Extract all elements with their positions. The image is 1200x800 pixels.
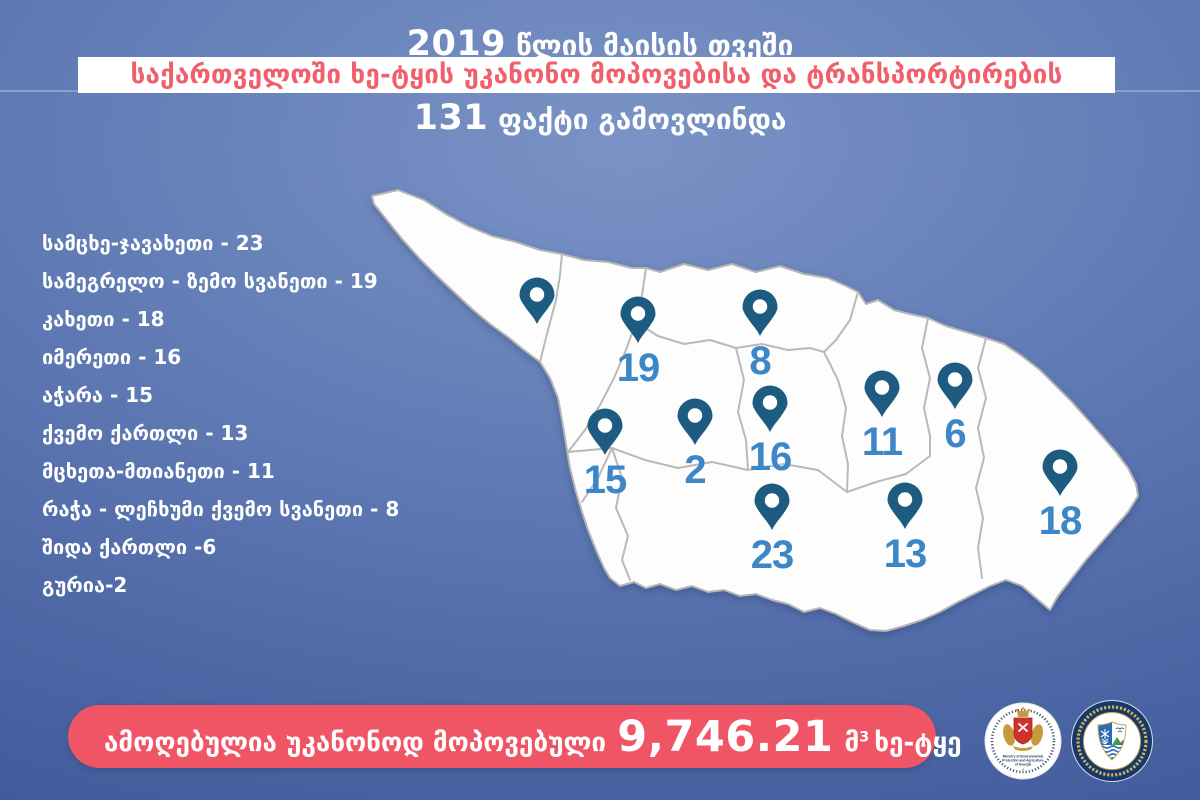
region-list-item: ქვემო ქართლი - 13	[42, 421, 249, 445]
region-list-item: რაჭა - ლეჩხუმი ქვემო სვანეთი - 8	[42, 497, 400, 521]
map-pin: 16	[749, 385, 792, 479]
pin-count-label: 18	[1039, 499, 1082, 543]
ministry-caption-line3: of Georgia	[1015, 763, 1032, 767]
map-pin: 13	[884, 482, 927, 576]
region-list-item: მცხეთა-მთიანეთი - 11	[42, 459, 275, 483]
title-highlight-strip: საქართველოში ხე-ტყის უკანონო მოპოვებისა …	[78, 57, 1115, 93]
title-line1-text: წლის მაისის თვეში	[516, 29, 794, 62]
region-list-item: იმერეთი - 16	[42, 345, 182, 369]
pin-count-label: 23	[751, 533, 794, 577]
total-banner-text: ამოღებულია უკანონოდ მოპოვებული 9,746.21 …	[104, 712, 962, 762]
title-highlight-text: საქართველოში ხე-ტყის უკანონო მოპოვებისა …	[130, 60, 1063, 90]
total-suffix: ხე-ტყე	[874, 727, 962, 758]
total-amount: 9,746.21	[617, 711, 834, 762]
pin-count-label: 8	[749, 339, 771, 383]
pin-count-label: 13	[884, 532, 927, 576]
map-pin: 23	[751, 483, 794, 577]
georgia-coat-of-arms-icon	[1003, 707, 1043, 751]
pin-count-label: 11	[862, 420, 903, 464]
total-prefix: ამოღებულია უკანონოდ მოპოვებული	[104, 727, 607, 758]
title-line-3: 131 ფაქტი გამოვლინდა	[0, 98, 1200, 138]
pin-count-label: 2	[684, 448, 705, 492]
fact-count: 131	[413, 98, 489, 138]
map-pin: 15	[584, 408, 628, 502]
georgia-outline	[371, 189, 1139, 632]
title-line-1: 2019 წლის მაისის თვეში	[0, 24, 1200, 64]
region-list: სამცხე-ჯავახეთი - 23 სამეგრელო - ზემო სვ…	[42, 224, 399, 604]
region-list-item: კახეთი - 18	[42, 307, 165, 331]
esd-ring-text	[1076, 705, 1148, 777]
map-pin: 18	[1039, 449, 1083, 543]
total-unit: მ3	[844, 727, 870, 758]
environmental-supervision-emblem-logo	[1071, 700, 1153, 782]
pin-count-label: 19	[617, 346, 660, 390]
map-pin: 6	[937, 362, 973, 456]
pin-count-label: 16	[749, 435, 792, 479]
ministry-emblem-logo: Ministry of Environmental Protection and…	[984, 702, 1062, 780]
ministry-caption-line1: Ministry of Environmental	[1003, 755, 1044, 759]
region-list-item: გურია-2	[42, 573, 128, 597]
region-list-item: შიდა ქართლი -6	[42, 535, 217, 559]
pin-count-label: 15	[584, 458, 627, 502]
pin-count-label: 6	[944, 412, 965, 456]
region-list-item: აჭარა - 15	[42, 383, 154, 407]
map-pin: 2	[677, 398, 713, 492]
map-pin: 19	[617, 296, 660, 390]
total-banner: ამოღებულია უკანონოდ მოპოვებული 9,746.21 …	[68, 705, 962, 768]
region-list-item: სამცხე-ჯავახეთი - 23	[42, 231, 264, 255]
ministry-caption-line2: Protection and Agriculture	[1002, 759, 1044, 763]
region-list-item: სამეგრელო - ზემო სვანეთი - 19	[42, 269, 378, 293]
ministry-ring-text	[990, 708, 1056, 774]
map-pin: 11	[862, 370, 904, 464]
map-pin: 8	[742, 289, 778, 383]
fact-count-text: ფაქტი გამოვლინდა	[498, 103, 787, 136]
